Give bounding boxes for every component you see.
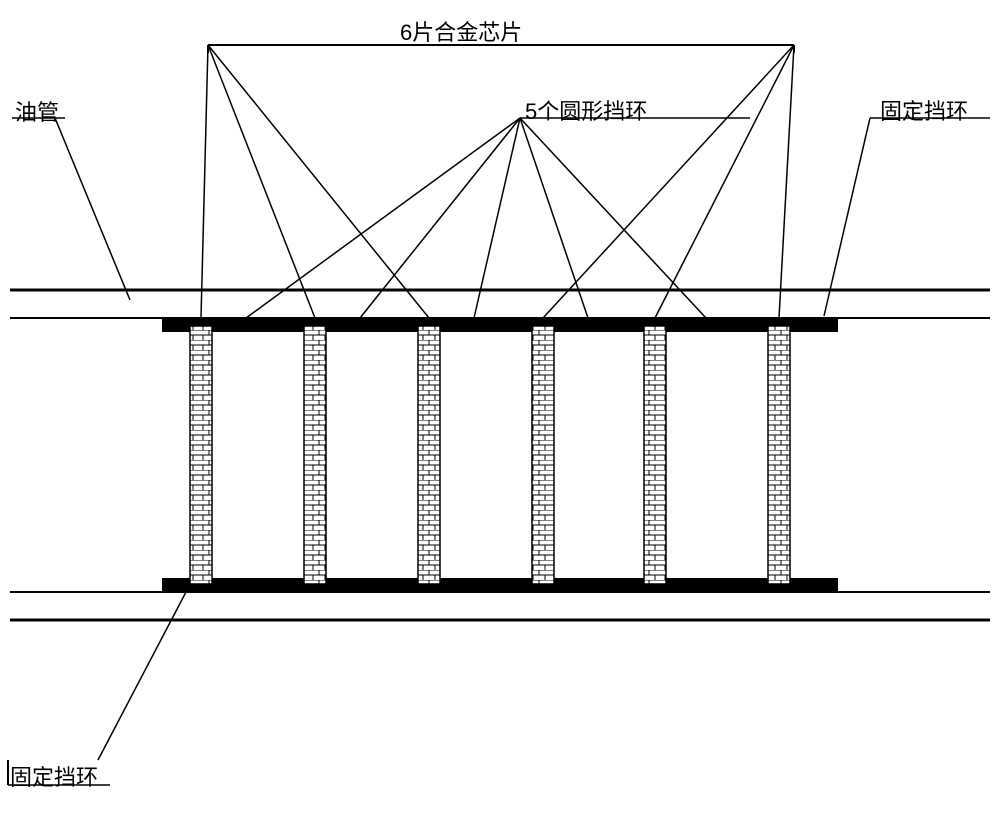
label-top-center: 6片合金芯片: [400, 15, 522, 47]
label-right: 固定挡环: [880, 94, 968, 126]
label-mid-right: 5个圆形挡环: [525, 94, 647, 126]
diagram-svg: [0, 0, 1000, 833]
label-left: 油管: [15, 95, 59, 127]
label-bottom-left: 固定挡环: [10, 760, 98, 792]
